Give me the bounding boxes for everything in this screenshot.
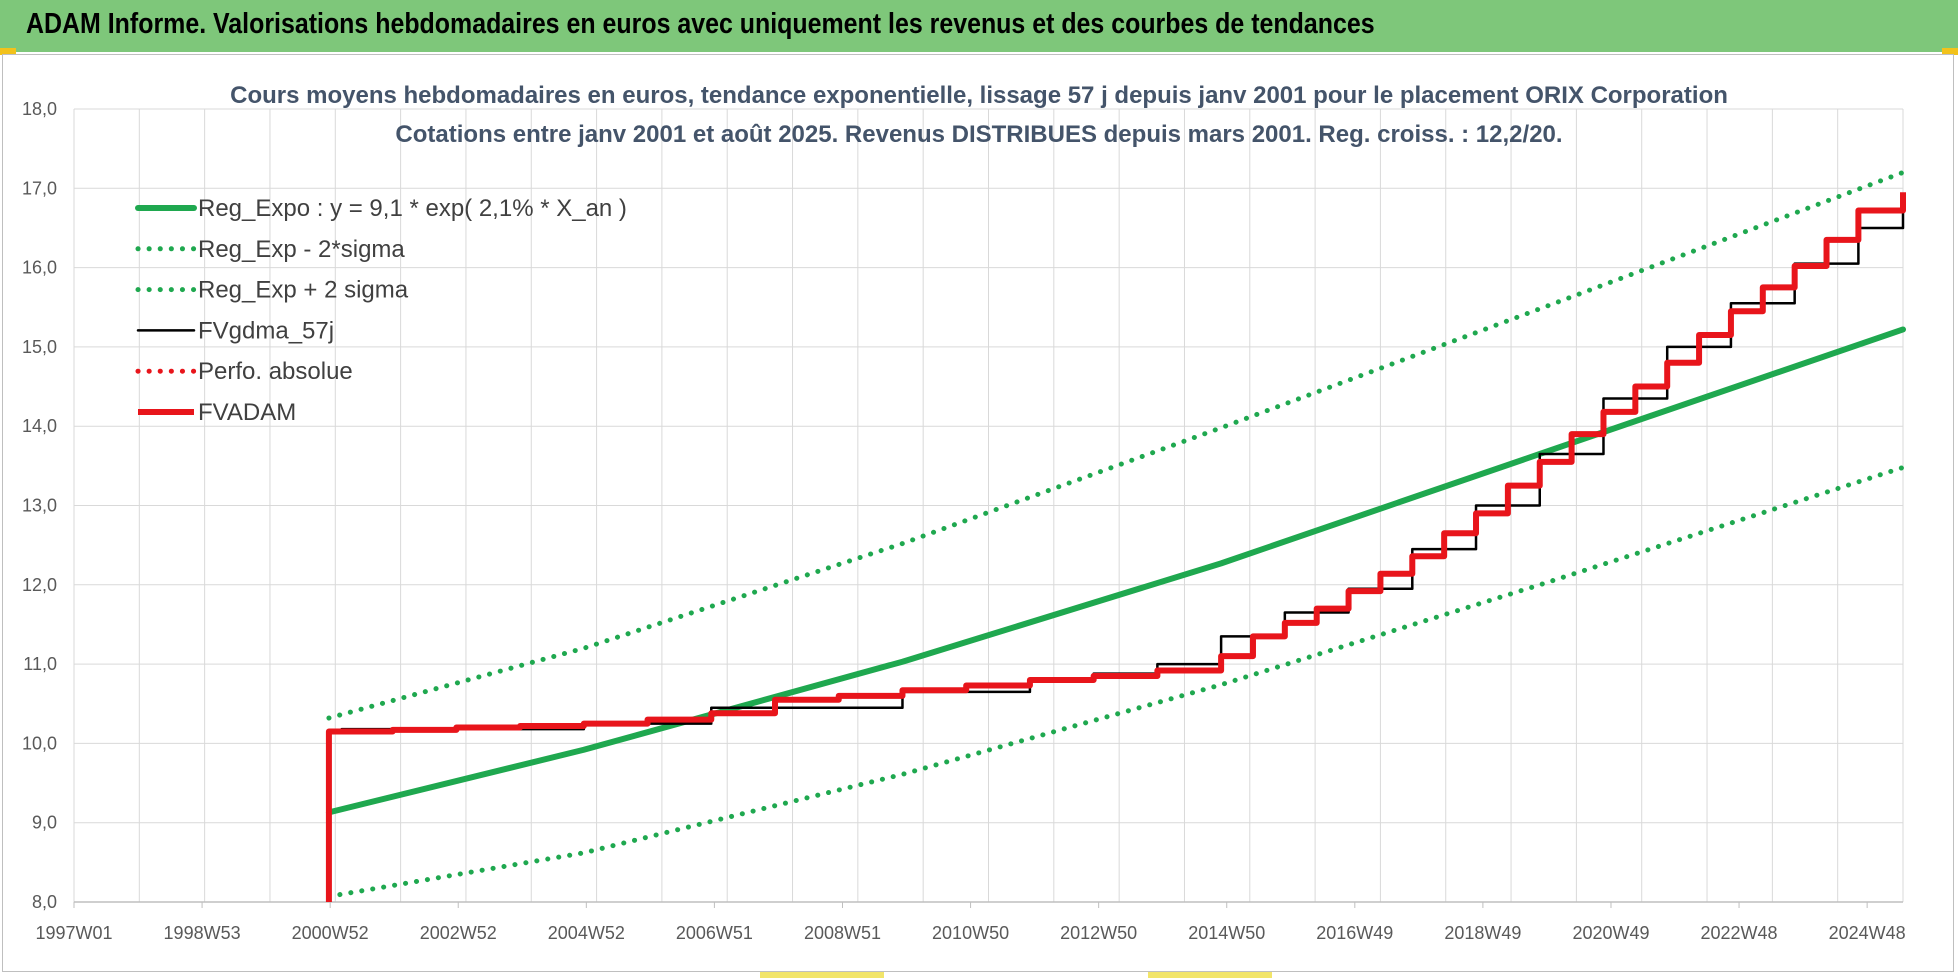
bottom-marker-right [1148, 972, 1272, 978]
y-tick-label: 10,0 [22, 733, 57, 753]
series-line [325, 192, 1906, 902]
x-tick-label: 1998W53 [164, 923, 241, 943]
legend-label: Reg_Exp + 2 sigma [198, 277, 409, 304]
legend-label: FVgdma_57j [198, 317, 334, 344]
x-tick-label: 2004W52 [548, 923, 625, 943]
x-tick-label: 2000W52 [292, 923, 369, 943]
chart-title-line-1: Cours moyens hebdomadaires en euros, ten… [230, 82, 1728, 109]
grid [73, 108, 1904, 903]
x-tick-label: 2016W49 [1316, 923, 1393, 943]
x-tick-label: 2024W48 [1829, 923, 1906, 943]
x-tick-label: 2018W49 [1444, 923, 1521, 943]
legend: Reg_Expo : y = 9,1 * exp( 2,1% * X_an ) R… [135, 195, 627, 426]
x-tick-label: 1997W01 [35, 923, 112, 943]
chart-title-line-2: Cotations entre janv 2001 et août 2025. … [395, 121, 1562, 148]
x-tick-label: 2012W50 [1060, 923, 1137, 943]
y-tick-label: 12,0 [22, 575, 57, 595]
y-tick-label: 14,0 [22, 416, 57, 436]
axes: 8,0 9,0 10,0 11,0 12,0 13,0 14,0 15,0 16,0 17,0 18… [22, 99, 1906, 943]
legend-label: Reg_Exp - 2*sigma [198, 236, 405, 263]
y-tick-label: 17,0 [22, 178, 57, 198]
header-banner: ADAM Informe. Valorisations hebdomadaire… [0, 0, 1958, 52]
y-tick-label: 11,0 [23, 654, 57, 674]
x-tick-label: 2010W50 [932, 923, 1009, 943]
chart-frame [2, 54, 1954, 972]
legend-label: FVADAM [198, 399, 296, 426]
y-tick-label: 9,0 [32, 813, 57, 833]
legend-label: Perfo. absolue [198, 358, 353, 385]
corner-marker-left [0, 48, 16, 55]
legend-label: Reg_Expo : y = 9,1 * exp( 2,1% * X_an ) [198, 195, 627, 222]
series [325, 169, 1906, 902]
x-tick-label: 2022W48 [1701, 923, 1778, 943]
corner-marker-right [1942, 48, 1958, 55]
series-line [326, 464, 1906, 899]
bottom-marker-left [760, 972, 884, 978]
x-tick-label: 2008W51 [804, 923, 881, 943]
series-line [326, 169, 1906, 721]
x-tick-label: 2006W51 [676, 923, 753, 943]
y-tick-label: 15,0 [22, 337, 57, 357]
y-tick-label: 18,0 [22, 99, 57, 119]
x-tick-label: 2014W50 [1188, 923, 1265, 943]
y-tick-label: 16,0 [22, 258, 57, 278]
page-title: ADAM Informe. Valorisations hebdomadaire… [26, 8, 1375, 40]
series-line [327, 193, 1905, 732]
series-line [325, 326, 1906, 816]
y-tick-label: 8,0 [32, 892, 57, 912]
y-tick-label: 13,0 [22, 496, 57, 516]
x-tick-label: 2020W49 [1572, 923, 1649, 943]
x-tick-label: 2002W52 [420, 923, 497, 943]
